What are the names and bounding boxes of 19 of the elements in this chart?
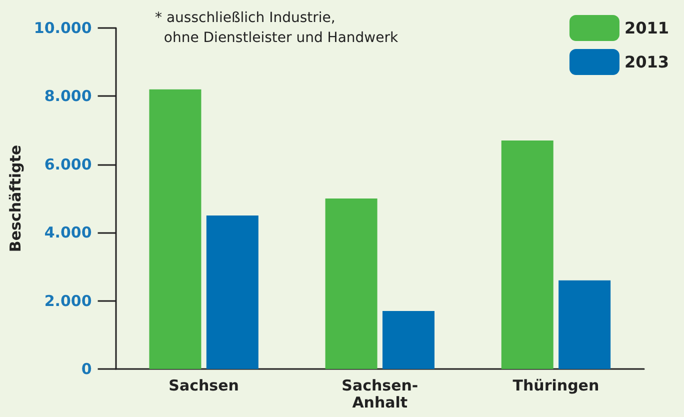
bar (558, 280, 611, 369)
y-tick-label: 10.000 (34, 19, 92, 37)
y-tick-label: 4.000 (44, 224, 92, 242)
bar (325, 198, 378, 369)
y-tick-label: 8.000 (44, 87, 92, 106)
y-tick-label: 0 (81, 360, 92, 378)
y-tick-label: 6.000 (44, 155, 92, 174)
y-tick-label: 2.000 (44, 292, 92, 310)
bar (382, 311, 434, 369)
annotation: * ausschließlich Industrie, ohne Dienstleister und Handwerk (155, 10, 399, 46)
x-tick-label: Thüringen (512, 376, 600, 394)
bar (206, 216, 258, 369)
bar (149, 89, 202, 369)
legend-label: 2013 (624, 52, 669, 72)
legend-label: 2011 (624, 18, 669, 38)
x-tick-label: Sachsen (168, 376, 239, 394)
x-tick-label: Sachsen-Anhalt (342, 376, 418, 412)
y-axis-title: Beschäftigte (6, 144, 24, 252)
bar (501, 140, 554, 369)
